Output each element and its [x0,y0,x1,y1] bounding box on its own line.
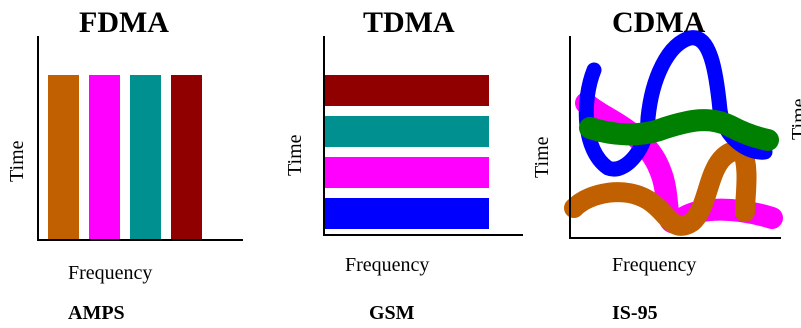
partial-panel-y-axis-label: Time [788,98,801,140]
tdma-x-axis-label: Frequency [345,254,430,276]
fdma-channel-4 [171,75,202,240]
cdma-code-3 [578,30,773,177]
tdma-slot-2 [325,116,489,147]
fdma-x-axis-label: Frequency [68,262,153,284]
cdma-x-axis-label: Frequency [612,254,697,276]
fdma-channel-1 [48,75,79,240]
fdma-title: FDMA [79,6,169,39]
cdma-system-label: IS-95 [612,302,658,324]
fdma-channel-2 [89,75,120,240]
fdma-channel-3 [130,75,161,240]
cdma-code-4 [579,109,779,151]
tdma-title: TDMA [363,6,455,39]
tdma-slot-3 [325,157,489,188]
tdma-slot-1 [325,75,489,106]
tdma-slot-4 [325,198,489,229]
fdma-system-label: AMPS [68,302,125,324]
tdma-system-label: GSM [369,302,415,324]
cdma-code-2 [564,140,757,236]
